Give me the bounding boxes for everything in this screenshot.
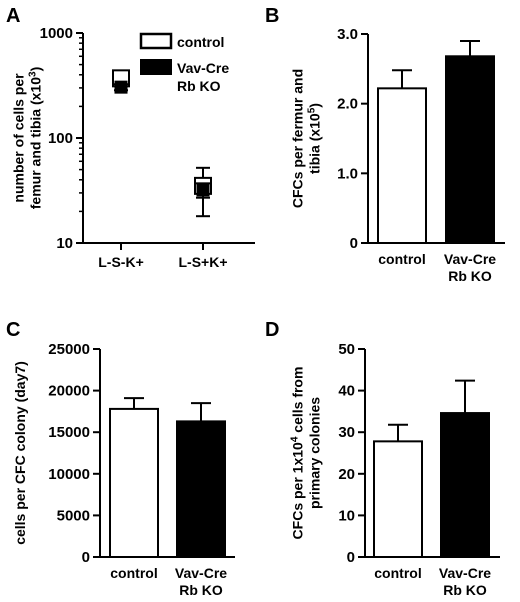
y-tick-label: 1.0	[337, 165, 358, 182]
y-axis-label: cells per CFC colony (day7)	[12, 361, 28, 545]
x-category-label: Vav-Cre	[444, 251, 496, 267]
y-axis-label-line: number of cells per	[11, 73, 27, 203]
y-tick-label: 2.0	[337, 96, 358, 113]
y-tick-label: 0	[350, 235, 358, 252]
ko-point	[196, 183, 210, 197]
y-tick-label: 30	[338, 424, 355, 441]
bar-control	[377, 87, 427, 244]
bar-ko	[440, 412, 490, 558]
y-tick-label: 5000	[57, 507, 90, 524]
panel-label-b: B	[265, 5, 279, 27]
y-tick-label: 3.0	[337, 26, 358, 43]
x-category-label: Vav-Cre	[439, 565, 491, 581]
bar-control	[373, 440, 423, 558]
x-category-label: Rb KO	[448, 268, 492, 284]
x-category-label: Rb KO	[179, 582, 223, 598]
legend-label-ko-line1: Vav-Cre	[177, 60, 229, 76]
x-category-label: control	[374, 565, 421, 581]
x-category-label: L-S-K+	[98, 254, 144, 270]
y-axis-label: number of cells per femur and tibia (x103…	[11, 67, 44, 210]
bar-control	[109, 407, 159, 558]
y-tick-label: 50	[338, 341, 355, 358]
y-tick-label: 10	[56, 235, 73, 252]
panel-label-d: D	[265, 319, 279, 341]
y-axis-label-line: CFCs per 1x104 cells from	[289, 367, 306, 540]
y-tick-label: 10	[338, 507, 355, 524]
y-tick-label: 20000	[48, 383, 90, 400]
y-axis-label: CFCs per fermur and tibia (x105)	[290, 69, 323, 208]
y-tick-label: 1000	[40, 25, 73, 42]
y-tick-label: 25000	[48, 341, 90, 358]
panel-a-chart: 10 100 1000 L-S-K+ L-S+K+ control Vav-Cre Rb KO	[40, 25, 255, 270]
panel-label-a: A	[6, 5, 20, 27]
x-category-label: L-S+K+	[178, 254, 227, 270]
panel-label-c: C	[6, 319, 20, 341]
x-category-label: control	[110, 565, 157, 581]
y-axis-label-line: femur and tibia (x103)	[27, 67, 44, 210]
y-tick-label: 40	[338, 383, 355, 400]
x-category-label: Rb KO	[443, 582, 487, 598]
y-tick-label: 0	[347, 549, 355, 566]
legend-swatch-control	[139, 32, 173, 50]
bar-ko	[176, 420, 226, 558]
x-category-label: Vav-Cre	[175, 565, 227, 581]
y-axis-label-line: cells per CFC colony (day7)	[12, 361, 28, 545]
y-axis-label-line: CFCs per fermur and	[290, 69, 306, 208]
y-axis-label-line: tibia (x105)	[306, 103, 323, 174]
legend-swatch-ko	[140, 59, 172, 75]
y-tick-label: 0	[82, 549, 90, 566]
y-tick-label: 100	[48, 130, 73, 147]
y-tick-label: 15000	[48, 424, 90, 441]
y-axis-label: CFCs per 1x104 cells from primary colonie…	[289, 367, 323, 540]
y-tick-label: 10000	[48, 466, 90, 483]
y-axis-label-line: primary colonies	[307, 397, 323, 509]
y-tick-label: 20	[338, 466, 355, 483]
legend-label-ko-line2: Rb KO	[177, 78, 221, 94]
x-category-label: control	[378, 251, 425, 267]
bar-ko	[445, 55, 495, 244]
ko-point	[114, 80, 128, 94]
legend: control Vav-Cre Rb KO	[139, 32, 229, 94]
panel-c-chart: 0 5000 10000 15000 20000 25000 control Vav-CreR…	[48, 341, 235, 598]
legend-label-control: control	[177, 34, 224, 50]
